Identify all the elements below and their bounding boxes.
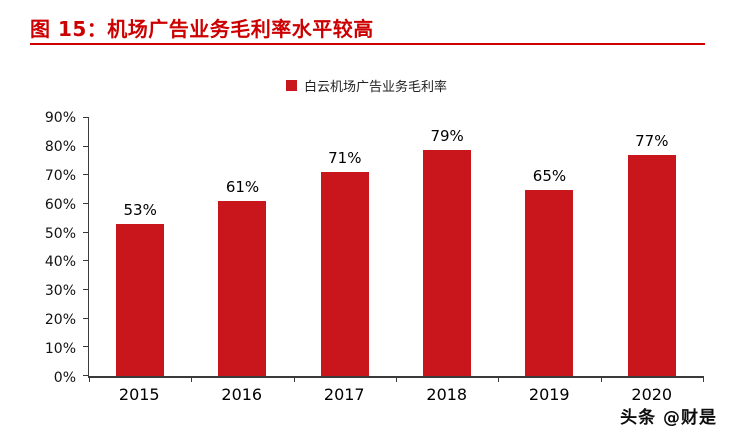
y-axis-tick-mark (83, 289, 89, 290)
y-axis-tick-mark (83, 346, 89, 348)
watermark: 头条 @财是 (620, 408, 717, 428)
bar-slot: 65% (498, 118, 600, 376)
y-axis-tick-label: 60% (44, 196, 76, 213)
bar-slot: 61% (191, 118, 293, 376)
bar-slot: 71% (294, 118, 396, 376)
title-divider (30, 43, 705, 45)
bar (627, 155, 676, 376)
y-axis-labels: 0% 10% 20% 30% 40% 50% 60% 70% 80% 90% (36, 111, 88, 385)
y-axis-tick-label: 90% (44, 110, 76, 126)
bar (320, 172, 369, 376)
x-axis-tick-mark (89, 376, 90, 382)
bars-container: 53% 61% 71% 79% 65% 77% (89, 118, 703, 376)
x-axis-category-label: 2019 (528, 385, 570, 404)
y-axis-tick-label: 0% (53, 370, 76, 386)
bar-value-label: 77% (635, 132, 669, 151)
legend-label: 白云机场广告业务毛利率 (303, 80, 447, 95)
bar-value-label: 53% (123, 201, 157, 220)
x-axis-tick-mark (498, 376, 500, 382)
x-axis-category-label: 2015 (118, 385, 160, 404)
plot-area: 53% 61% 71% 79% 65% 77% (83, 117, 704, 382)
y-axis-tick-mark (83, 203, 89, 204)
bar-value-label: 79% (430, 126, 464, 145)
bar-slot: 79% (396, 118, 498, 376)
y-axis-tick-label: 20% (44, 312, 76, 329)
chart-legend: 白云机场广告业务毛利率 (0, 76, 733, 95)
y-axis-tick-mark (83, 117, 89, 118)
bar-slot: 53% (89, 118, 191, 376)
bar (423, 149, 472, 376)
y-axis-tick-label: 50% (44, 225, 76, 242)
x-axis-tick-mark (600, 376, 602, 382)
y-axis-tick-label: 70% (44, 167, 76, 184)
y-axis-tick-mark (83, 317, 89, 319)
y-axis-tick-label: 30% (44, 283, 76, 300)
x-axis-category-label: 2016 (221, 385, 263, 404)
legend-swatch (285, 80, 297, 91)
bar (525, 189, 574, 376)
x-axis-category-label: 2017 (323, 385, 365, 404)
figure-title: 图 15：机场广告业务毛利率水平较高 (30, 17, 374, 41)
y-axis-tick-mark (83, 231, 89, 233)
x-axis-category-label: 2020 (631, 385, 673, 404)
x-axis-tick-mark (703, 376, 704, 382)
bar-slot: 77% (601, 118, 703, 376)
y-axis-tick-label: 10% (44, 341, 76, 358)
bar-value-label: 61% (225, 178, 260, 197)
y-axis-tick-mark (83, 145, 89, 147)
x-axis-tick-mark (191, 376, 193, 382)
y-axis-tick-mark (83, 260, 89, 262)
x-axis-tick-mark (396, 376, 397, 382)
bar (116, 224, 165, 376)
y-axis-tick-mark (83, 375, 89, 376)
x-axis-labels: 2015 2016 2017 2018 2019 2020 (88, 387, 703, 403)
bar-value-label: 65% (532, 166, 567, 185)
bar (218, 201, 267, 376)
bar-chart: 0% 10% 20% 30% 40% 50% 60% 70% 80% 90% 53% 61% 71% 7… (36, 111, 704, 403)
bar-value-label: 71% (328, 149, 362, 168)
y-axis-tick-label: 80% (44, 138, 76, 155)
x-axis-tick-mark (293, 376, 295, 382)
y-axis-tick-mark (83, 174, 89, 176)
y-axis-tick-label: 40% (44, 254, 76, 271)
chart-body: 0% 10% 20% 30% 40% 50% 60% 70% 80% 90% 53% 61% 71% 7… (36, 111, 704, 385)
x-axis-category-label: 2018 (426, 385, 468, 404)
